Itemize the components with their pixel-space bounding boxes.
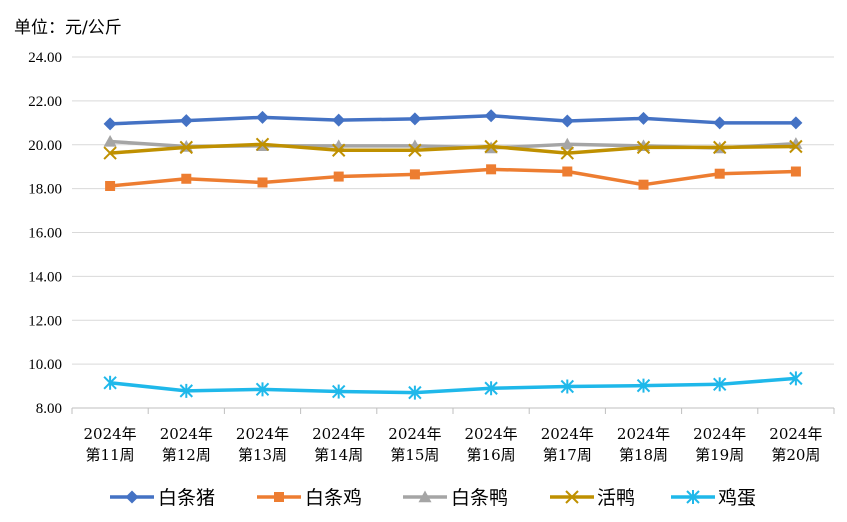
data-point bbox=[637, 111, 650, 125]
unit-label: 单位：元/公斤 bbox=[14, 18, 122, 38]
data-point bbox=[789, 139, 803, 154]
legend-item: 活鸭 bbox=[550, 487, 635, 509]
data-point bbox=[408, 385, 422, 400]
series-line-白条猪 bbox=[110, 114, 796, 126]
data-point bbox=[562, 166, 573, 177]
x-tick-label: 第12周 bbox=[162, 446, 211, 464]
data-point bbox=[256, 110, 269, 124]
x-tick-label: 2024年 bbox=[617, 425, 670, 443]
legend-marker bbox=[565, 490, 579, 504]
data-point bbox=[713, 116, 727, 130]
x-tick-label: 第18周 bbox=[619, 446, 668, 464]
data-point bbox=[332, 113, 346, 127]
x-tick-label: 第15周 bbox=[390, 446, 439, 464]
legend-label: 活鸭 bbox=[597, 487, 635, 509]
data-point bbox=[409, 169, 420, 180]
data-point bbox=[331, 384, 346, 399]
data-point bbox=[255, 382, 270, 397]
data-point bbox=[103, 134, 117, 147]
x-tick-label: 第17周 bbox=[543, 446, 592, 464]
data-point bbox=[712, 140, 727, 155]
y-tick-label: 8.00 bbox=[36, 401, 62, 417]
y-tick-label: 22.00 bbox=[28, 94, 62, 110]
legend-item: 鸡蛋 bbox=[671, 487, 756, 509]
y-tick-label: 12.00 bbox=[28, 313, 62, 329]
data-point bbox=[257, 177, 268, 188]
legend: 白条猪 白条鸡 白条鸭 活鸭 鸡蛋 bbox=[110, 487, 756, 509]
legend-item: 白条猪 bbox=[110, 487, 215, 509]
x-tick-label: 2024年 bbox=[541, 425, 594, 443]
x-tick-label: 2024年 bbox=[84, 425, 137, 443]
x-tick-label: 2024年 bbox=[236, 425, 289, 443]
y-tick-label: 16.00 bbox=[28, 226, 62, 242]
data-point bbox=[331, 143, 346, 157]
legend-item: 白条鸡 bbox=[257, 487, 362, 509]
y-tick-label: 18.00 bbox=[28, 182, 62, 198]
data-point bbox=[408, 112, 422, 126]
data-point bbox=[560, 146, 575, 160]
series-line-白条鸡 bbox=[109, 167, 796, 188]
data-point bbox=[408, 143, 422, 157]
data-point bbox=[103, 375, 117, 390]
legend-marker bbox=[686, 490, 700, 504]
legend-label: 白条鸭 bbox=[451, 487, 508, 509]
grid-lines bbox=[72, 56, 834, 365]
x-tick-label: 第16周 bbox=[467, 446, 516, 464]
data-point bbox=[179, 383, 194, 398]
data-point bbox=[484, 109, 498, 123]
x-tick-label: 第20周 bbox=[771, 446, 820, 464]
legend-label: 鸡蛋 bbox=[718, 487, 756, 509]
y-tick-label: 24.00 bbox=[28, 50, 62, 66]
x-tick-label: 第19周 bbox=[695, 446, 744, 464]
x-tick-label: 2024年 bbox=[160, 425, 213, 443]
data-point bbox=[712, 377, 727, 392]
data-point bbox=[560, 114, 574, 128]
data-point bbox=[789, 371, 803, 386]
legend-label: 白条猪 bbox=[158, 487, 215, 509]
y-tick-label: 20.00 bbox=[28, 138, 62, 154]
x-tick-label: 2024年 bbox=[312, 425, 365, 443]
series-line-活鸭 bbox=[109, 142, 796, 155]
legend-label: 白条鸡 bbox=[305, 487, 362, 509]
data-point bbox=[103, 146, 117, 160]
legend-marker bbox=[418, 490, 432, 503]
x-tick-label: 2024年 bbox=[769, 425, 822, 443]
data-point bbox=[105, 180, 116, 191]
series-line-鸡蛋 bbox=[109, 376, 797, 395]
legend-marker bbox=[274, 492, 284, 502]
data-point bbox=[484, 139, 498, 154]
data-point bbox=[636, 378, 651, 393]
data-point bbox=[333, 171, 344, 182]
legend-marker bbox=[125, 490, 139, 504]
y-tick-label: 10.00 bbox=[28, 357, 62, 373]
data-point bbox=[103, 117, 117, 131]
data-point bbox=[486, 164, 497, 175]
x-tick-label: 第11周 bbox=[86, 446, 135, 464]
data-point bbox=[636, 140, 651, 155]
data-point bbox=[560, 137, 574, 150]
data-point bbox=[179, 140, 194, 155]
x-tick-label: 第13周 bbox=[238, 446, 287, 464]
data-point bbox=[714, 168, 725, 179]
data-point bbox=[790, 166, 801, 177]
data-point bbox=[255, 137, 270, 152]
x-tick-label: 第14周 bbox=[314, 446, 363, 464]
data-point bbox=[181, 173, 192, 184]
series-lines bbox=[103, 109, 803, 400]
data-point bbox=[179, 114, 193, 128]
y-tick-label: 14.00 bbox=[28, 269, 62, 285]
axes: 8.00 10.00 12.00 14.00 16.00 18.00 20.00 22.00 2… bbox=[28, 50, 835, 464]
x-tick-label: 2024年 bbox=[465, 425, 518, 443]
x-tick-label: 2024年 bbox=[388, 425, 441, 443]
data-point bbox=[789, 116, 803, 130]
legend-item: 白条鸭 bbox=[403, 487, 508, 509]
x-tick-label: 2024年 bbox=[693, 425, 746, 443]
data-point bbox=[560, 379, 575, 394]
data-point bbox=[484, 381, 498, 396]
data-point bbox=[638, 179, 649, 190]
